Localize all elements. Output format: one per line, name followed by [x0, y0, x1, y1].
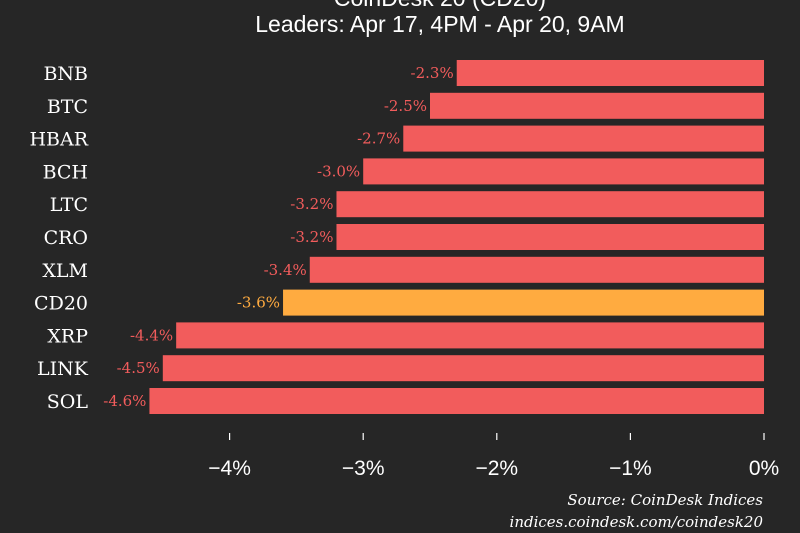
bar-link [162, 355, 765, 382]
bar-hbar [403, 125, 764, 152]
bar-btc [430, 92, 764, 119]
bar-bch [363, 158, 764, 185]
category-label-sol: SOL [47, 391, 89, 413]
value-label-bch: -3.0% [317, 162, 360, 180]
chart-title: CoinDesk 20 (CD20) [334, 0, 546, 11]
category-label-xrp: XRP [47, 325, 88, 347]
value-label-cro: -3.2% [290, 228, 333, 246]
value-label-ltc: -3.2% [290, 195, 333, 213]
value-label-xlm: -3.4% [264, 261, 307, 279]
source-url: indices.coindesk.com/coindesk20 [510, 513, 764, 531]
bar-ltc [336, 191, 764, 218]
value-label-cd20: -3.6% [237, 294, 280, 312]
bar-xlm [309, 256, 764, 283]
value-label-btc: -2.5% [384, 97, 427, 115]
x-tick-label: −2% [475, 457, 518, 480]
category-label-cro: CRO [44, 227, 88, 249]
bar-xrp [176, 322, 764, 349]
source-credit: Source: CoinDesk Indices [567, 491, 763, 509]
value-label-bnb: -2.3% [411, 64, 454, 82]
category-label-bnb: BNB [43, 63, 88, 85]
category-label-link: LINK [37, 358, 89, 380]
value-label-sol: -4.6% [103, 392, 146, 410]
category-label-btc: BTC [47, 96, 88, 118]
category-label-bch: BCH [43, 161, 88, 183]
chart-subtitle: Leaders: Apr 17, 4PM - Apr 20, 9AM [255, 11, 624, 37]
bar-bnb [456, 60, 764, 86]
value-label-xrp: -4.4% [130, 326, 173, 344]
bar-cd20 [283, 289, 764, 316]
category-label-xlm: XLM [42, 260, 88, 282]
category-label-cd20: CD20 [34, 293, 88, 315]
x-tick-label: −3% [342, 457, 385, 480]
bar-sol [149, 388, 764, 414]
category-label-ltc: LTC [50, 194, 88, 216]
value-label-hbar: -2.7% [357, 130, 400, 148]
x-tick-label: −4% [208, 457, 251, 480]
value-label-link: -4.5% [117, 359, 160, 377]
bar-cro [336, 224, 764, 250]
bars-group: -2.3% BNB -2.5% BTC -2.7% HBAR -3.0% BCH -3.2% LT… [29, 60, 765, 414]
x-tick-label: −1% [609, 457, 652, 480]
x-axis: −4% −3% −2% −1% 0% [208, 433, 779, 480]
x-tick-label: 0% [749, 457, 779, 480]
category-label-hbar: HBAR [29, 129, 88, 151]
